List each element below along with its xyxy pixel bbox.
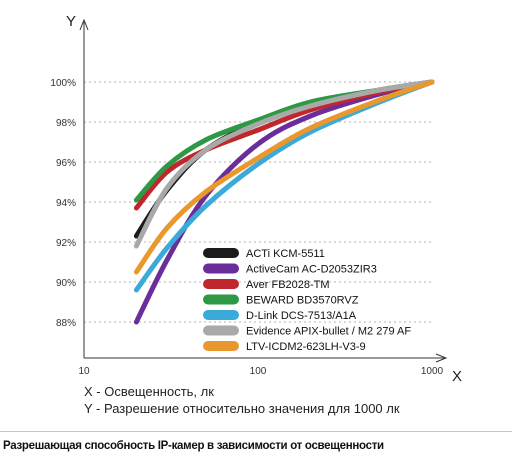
legend-swatch: [203, 279, 239, 289]
legend-label: BEWARD BD3570RVZ: [246, 295, 359, 307]
legend-swatch: [203, 341, 239, 351]
y-axis-arrow: [79, 18, 89, 31]
y-tick-label: 92%: [56, 238, 76, 249]
legend-swatch: [203, 263, 239, 274]
legend: ACTi KCM-5511 ActiveCam AC-D2053ZIR3 Aver …: [203, 248, 411, 353]
figure-caption: Разрешающая способность IP-камер в завис…: [3, 440, 384, 452]
legend-label: LTV-ICDM2-623LH-V3-9: [246, 341, 366, 353]
y-tick-label: 100%: [50, 78, 76, 89]
legend-swatch: [203, 248, 239, 258]
x-axis-label: X: [452, 368, 462, 385]
x-tick-label: 100: [250, 366, 267, 377]
legend-label: Aver FB2028-TM: [246, 279, 330, 291]
x-tick-labels: 10 100 1000: [78, 366, 443, 377]
y-tick-label: 98%: [56, 118, 76, 129]
x-axis-arrow: [435, 353, 448, 363]
series-lines: [133, 79, 435, 325]
legend-label: ACTi KCM-5511: [246, 248, 325, 260]
y-tick-label: 96%: [56, 158, 76, 169]
caption-bar: Разрешающая способность IP-камер в завис…: [0, 431, 512, 462]
y-axis-label: Y: [66, 13, 76, 30]
legend-label: Evidence APIX-bullet / M2 279 AF: [246, 326, 411, 338]
y-axis-note: Y - Разрешение относительно значения для…: [84, 401, 400, 416]
series-line: [133, 79, 435, 249]
y-tick-labels: 100% 98% 96% 94% 92% 90% 88%: [50, 78, 76, 329]
x-axis-note: X - Освещенность, лк: [84, 384, 214, 399]
legend-swatch: [203, 325, 239, 336]
x-tick-label: 10: [78, 366, 90, 377]
grid-lines: [84, 81, 432, 323]
legend-swatch: [203, 310, 239, 320]
legend-swatch: [203, 294, 239, 305]
series-line: [133, 79, 435, 275]
y-tick-label: 88%: [56, 318, 76, 329]
legend-label: ActiveCam AC-D2053ZIR3: [246, 264, 377, 276]
x-tick-label: 1000: [421, 366, 444, 377]
axes: [79, 18, 448, 363]
legend-label: D-Link DCS-7513/A1A: [246, 310, 357, 322]
y-tick-label: 90%: [56, 278, 76, 289]
y-tick-label: 94%: [56, 198, 76, 209]
chart-plot: 100% 98% 96% 94% 92% 90% 88% 10 100 1000 ACTi KC…: [50, 13, 462, 385]
